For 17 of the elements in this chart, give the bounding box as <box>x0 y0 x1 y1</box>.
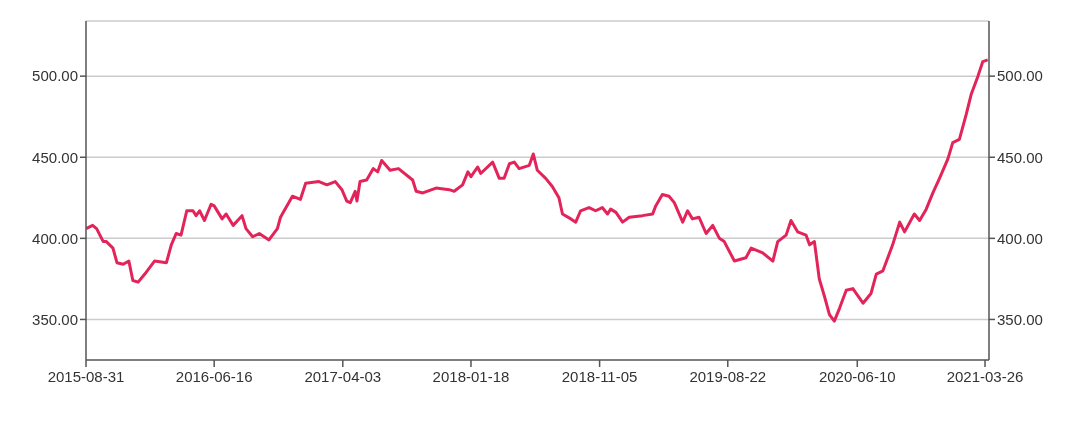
x-tick-label: 2015-08-31 <box>47 367 125 385</box>
y2-tick-label: 450.00 <box>997 148 1043 166</box>
y2-tick-label: 350.00 <box>997 310 1043 328</box>
y-tick-label: 400.00 <box>32 229 78 247</box>
y-tick-label: 500.00 <box>32 67 78 85</box>
x-tick-label: 2021-03-26 <box>946 367 1024 385</box>
y2-tick-label: 500.00 <box>997 67 1043 85</box>
x-tick-label: 2016-06-16 <box>175 367 253 385</box>
x-tick-label: 2020-06-10 <box>818 367 896 385</box>
line-series <box>86 58 989 323</box>
y-tick-label: 450.00 <box>32 148 78 166</box>
x-tick-label: 2018-11-05 <box>561 367 638 385</box>
x-tick-label: 2018-01-18 <box>432 367 510 385</box>
y-tick-label: 350.00 <box>32 310 78 328</box>
x-tick-label: 2017-04-03 <box>304 367 382 385</box>
x-tick-label: 2019-08-22 <box>689 367 767 385</box>
y2-tick-label: 400.00 <box>997 229 1043 247</box>
